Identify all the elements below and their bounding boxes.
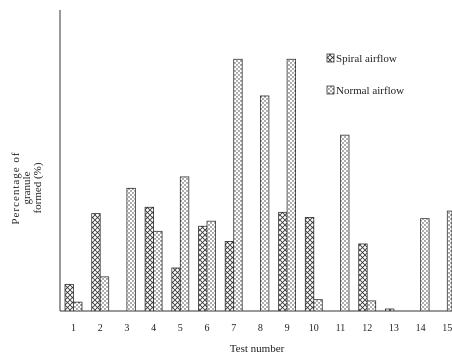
x-tick-label-4: 4 <box>151 323 156 334</box>
bar-normal-3 <box>126 187 136 312</box>
bar-normal-6 <box>206 220 216 312</box>
x-tick-label-13: 13 <box>389 323 399 334</box>
bar-spiral-1 <box>64 284 74 312</box>
bar-spiral-5 <box>171 267 181 312</box>
x-tick-label-12: 12 <box>362 323 372 334</box>
bar-spiral-9 <box>278 211 288 312</box>
bar-spiral-4 <box>144 206 155 312</box>
x-tick-label-8: 8 <box>258 323 263 334</box>
bar-normal-10 <box>313 299 323 312</box>
bar-normal-14 <box>420 218 430 312</box>
bar-spiral-13 <box>384 308 395 312</box>
legend: Spiral airflow Normal airflow <box>326 53 404 97</box>
legend-label-spiral: Spiral airflow <box>336 53 397 65</box>
bar-spiral-10 <box>304 216 315 312</box>
x-tick-label-9: 9 <box>285 323 290 334</box>
bar-spiral-6 <box>198 225 208 312</box>
y-axis-label-line-1: Percentage of <box>10 151 22 224</box>
x-axis-label: Test number <box>230 343 285 355</box>
bar-normal-7 <box>233 58 243 312</box>
bar-normal-15 <box>446 210 452 312</box>
bars-group <box>64 58 452 312</box>
x-tick-label-5: 5 <box>178 323 183 334</box>
x-tick-label-15: 15 <box>442 323 452 334</box>
legend-label-normal: Normal airflow <box>336 85 404 97</box>
x-tick-label-14: 14 <box>416 323 426 334</box>
y-axis-label: Percentage of granule formed (%) <box>10 151 44 224</box>
x-tick-label-10: 10 <box>309 323 319 334</box>
y-axis-label-line-3: formed (%) <box>32 162 44 213</box>
bar-spiral-12 <box>358 243 368 312</box>
x-tick-label-2: 2 <box>98 323 103 334</box>
bar-spiral-7 <box>224 241 235 312</box>
x-tick-label-7: 7 <box>231 323 236 334</box>
legend-swatch-spiral <box>326 53 335 63</box>
bar-normal-5 <box>179 176 190 312</box>
x-tick-label-3: 3 <box>124 323 129 334</box>
bar-normal-12 <box>366 300 377 312</box>
bar-normal-9 <box>286 58 297 312</box>
x-tick-label-6: 6 <box>205 323 210 334</box>
x-tick-labels: 1 2 3 4 5 6 7 8 9 10 11 12 13 14 15 <box>71 323 452 334</box>
bar-normal-1 <box>73 301 83 312</box>
bar-normal-4 <box>153 230 163 312</box>
bar-normal-11 <box>340 134 350 312</box>
bar-spiral-2 <box>91 213 101 312</box>
y-axis-label-line-2: granule <box>21 171 33 204</box>
bar-normal-2 <box>99 276 110 312</box>
bar-normal-8 <box>259 95 270 312</box>
legend-swatch-normal <box>326 85 335 95</box>
x-tick-label-1: 1 <box>71 323 76 334</box>
x-tick-label-11: 11 <box>336 323 346 334</box>
